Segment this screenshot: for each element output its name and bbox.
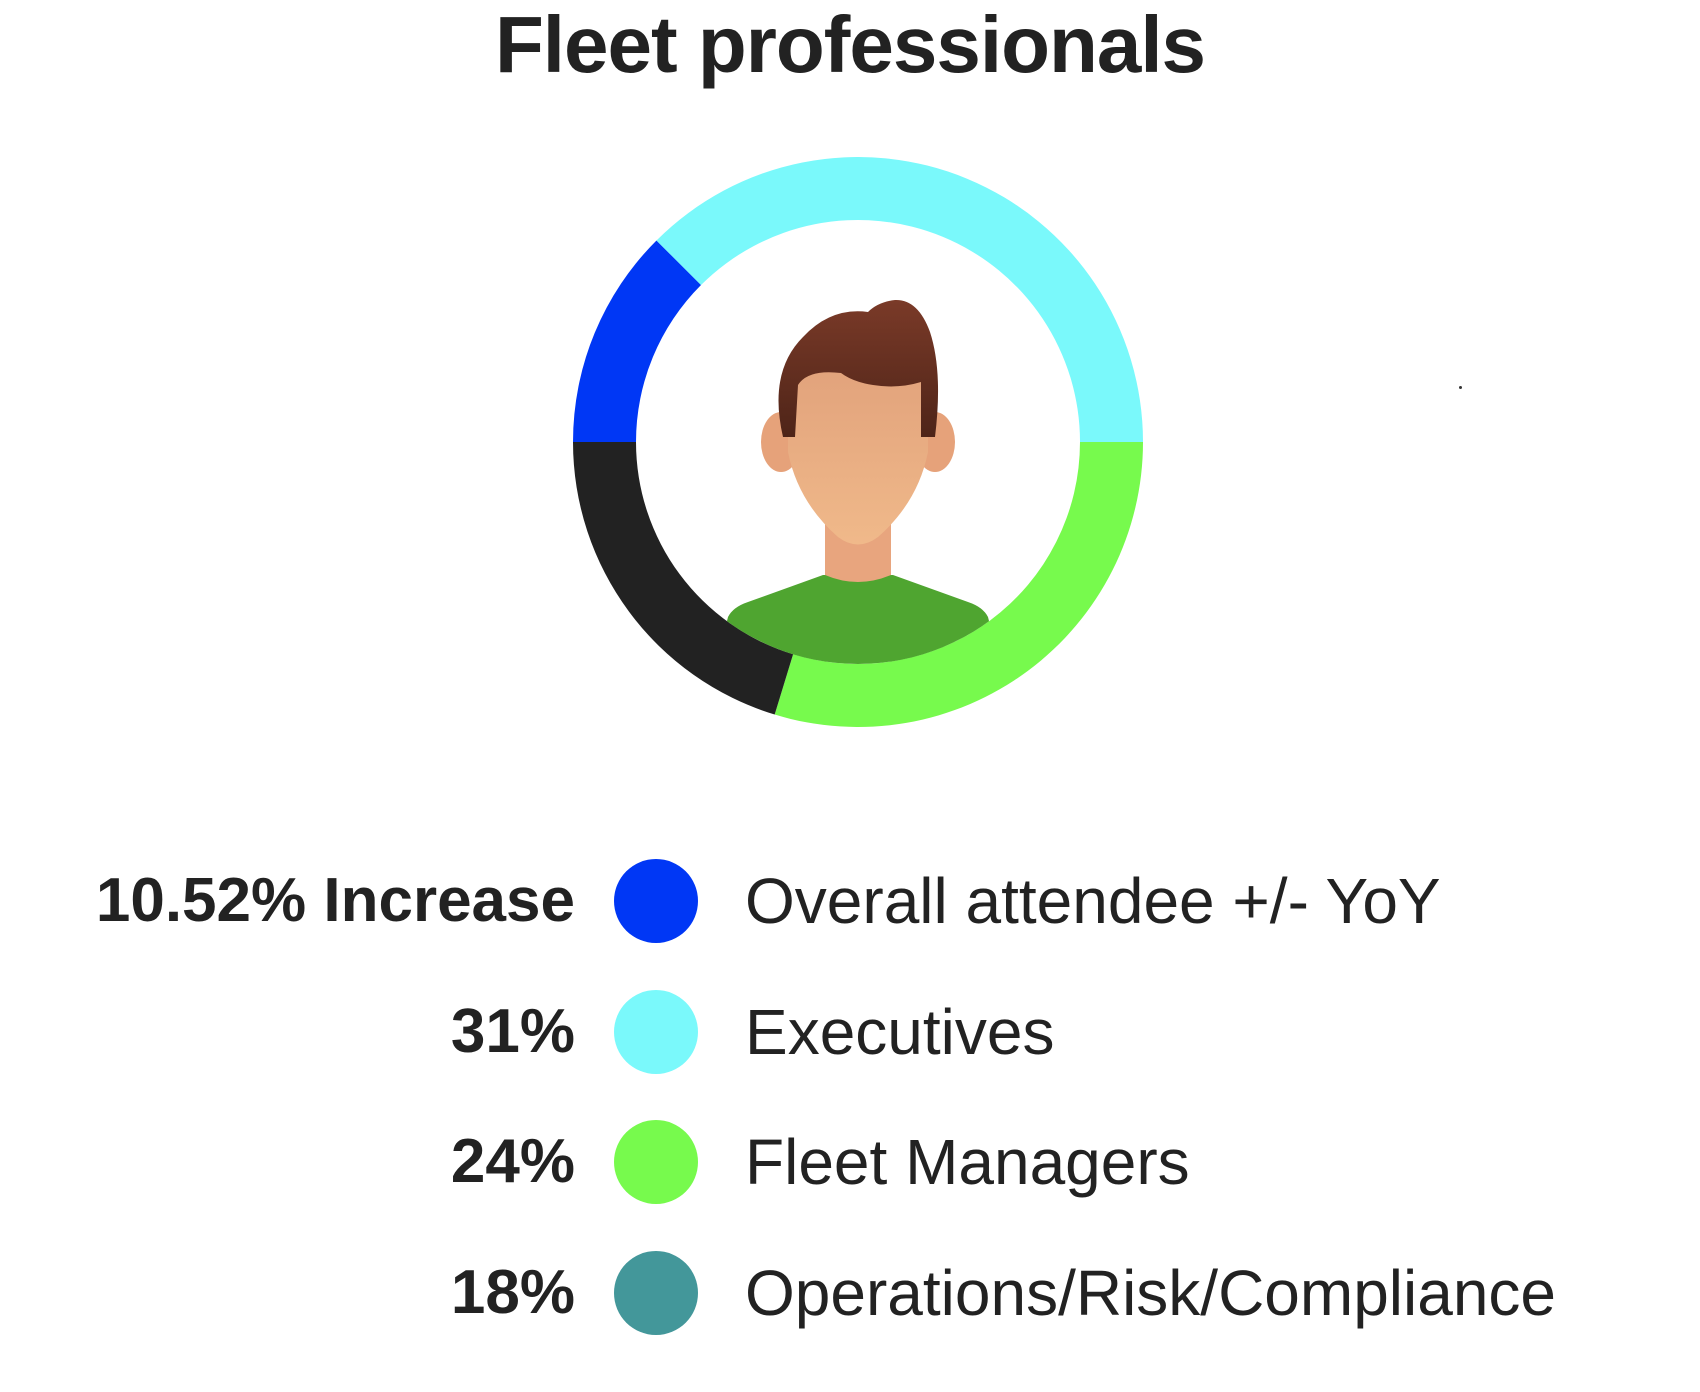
legend-swatch-teal xyxy=(614,1251,698,1335)
donut-chart xyxy=(573,157,1143,727)
ring-segments xyxy=(573,157,1143,727)
legend-swatch-blue xyxy=(614,859,698,943)
legend-item-overall: 10.52% Increase Overall attendee +/- YoY xyxy=(0,856,1700,946)
ring-segment-executives xyxy=(656,157,1143,442)
ring-segment-fleet-managers xyxy=(774,442,1143,727)
person-avatar-icon xyxy=(713,299,1003,664)
legend-label: Executives xyxy=(745,996,1055,1068)
legend-swatch-green xyxy=(614,1120,698,1204)
legend-value: 24% xyxy=(450,1127,575,1196)
chart-title: Fleet professionals xyxy=(494,0,1206,89)
legend-label: Operations/Risk/Compliance xyxy=(745,1257,1556,1329)
legend-item-fleet-managers: 24% Fleet Managers xyxy=(0,1117,1700,1207)
legend-value: 31% xyxy=(450,997,575,1066)
legend-label: Overall attendee +/- YoY xyxy=(745,865,1441,937)
ring-segment-overall-attendee-yoy xyxy=(573,240,702,442)
legend-item-executives: 31% Executives xyxy=(0,987,1700,1077)
legend-label: Fleet Managers xyxy=(745,1126,1190,1198)
legend-item-operations: 18% Operations/Risk/Compliance xyxy=(0,1248,1700,1338)
stray-dot xyxy=(1459,386,1462,389)
legend-value: 18% xyxy=(450,1258,575,1327)
donut-svg xyxy=(573,157,1143,727)
legend-swatch-cyan xyxy=(614,990,698,1074)
legend-value: 10.52% Increase xyxy=(95,866,575,935)
ring-segment-operations-risk-compliance xyxy=(573,442,794,715)
